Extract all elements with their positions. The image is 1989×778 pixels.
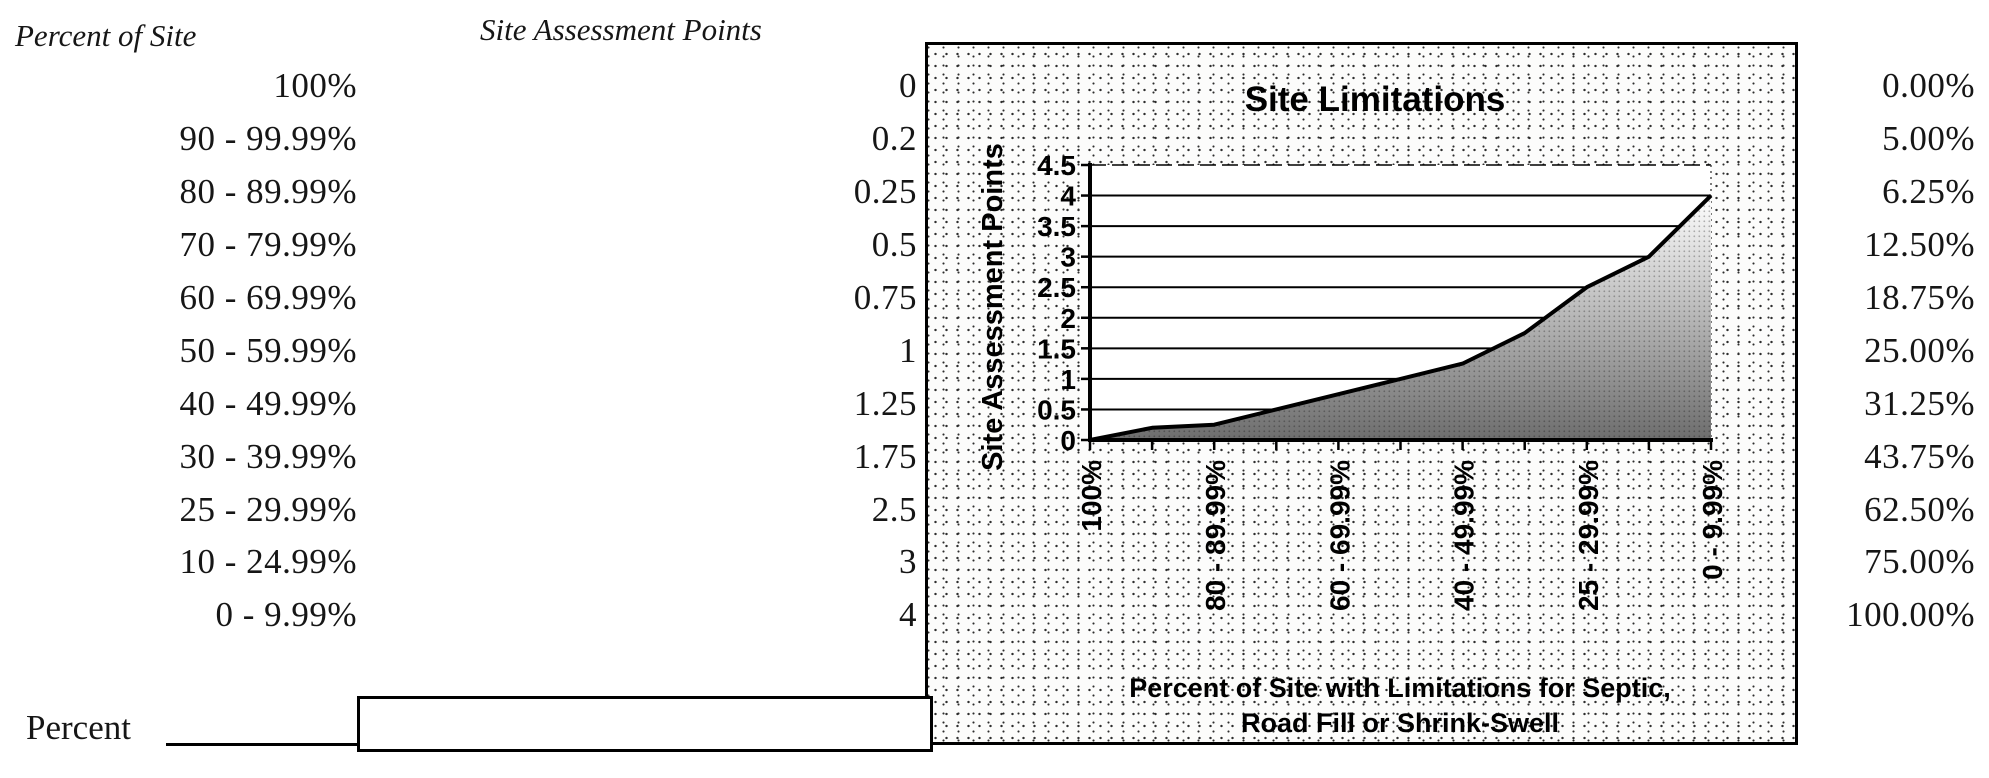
table-row: 10 - 24.99% 3 75.00%: [0, 537, 1989, 590]
y-tick-label: 4.5: [1037, 150, 1076, 181]
chart-title: Site Limitations: [1245, 80, 1506, 119]
assessment-points-cell: 0.75: [853, 278, 917, 318]
computed-percent-cell: 75.00%: [1864, 542, 1975, 582]
site-percent-range-cell: 100%: [273, 66, 357, 106]
x-tick-label: 25 - 29.99%: [1573, 460, 1604, 611]
table-row: 50 - 59.99% 1 25.00%: [0, 325, 1989, 378]
table-row: 100% 0 0.00%: [0, 61, 1989, 114]
y-axis-title: Site Assessment Points: [977, 143, 1009, 471]
series-line: [1089, 194, 1713, 442]
computed-percent-cell: 0.00%: [1882, 66, 1975, 106]
site-percent-range-cell: 90 - 99.99%: [179, 119, 357, 159]
site-percent-range-cell: 80 - 89.99%: [179, 172, 357, 212]
site-percent-range-cell: 40 - 49.99%: [179, 383, 357, 423]
site-percent-range-cell: 10 - 24.99%: [179, 542, 357, 582]
x-tick-label: 40 - 49.99%: [1449, 460, 1480, 611]
computed-percent-cell: 43.75%: [1864, 436, 1975, 476]
percent-input[interactable]: [357, 696, 933, 752]
table-row: 0 - 9.99% 4 100.00%: [0, 590, 1989, 643]
site-percent-range-cell: 25 - 29.99%: [179, 489, 357, 529]
assessment-points-cell: 0: [899, 66, 917, 106]
table-row: 40 - 49.99% 1.25 31.25%: [0, 378, 1989, 431]
computed-percent-cell: 18.75%: [1864, 278, 1975, 318]
percent-field-label: Percent: [26, 708, 131, 747]
lookup-table: 100% 0 0.00% 90 - 99.99% 0.2 5.00% 80 - …: [0, 61, 1989, 643]
assessment-points-cell: 2.5: [871, 489, 917, 529]
chart-canvas: 00.511.522.533.544.5 100% 80 - 89.99% 60 - …: [977, 80, 1728, 738]
x-tick-label: 100%: [1076, 460, 1107, 532]
site-percent-range-cell: 60 - 69.99%: [179, 278, 357, 318]
x-tick-label: 0 - 9.99%: [1697, 460, 1728, 580]
site-percent-range-cell: 70 - 79.99%: [179, 225, 357, 265]
x-axis-title-line2: Road Fill or Shrink-Swell: [1241, 708, 1559, 738]
y-tick-label: 1.5: [1037, 333, 1076, 364]
site-percent-range-cell: 30 - 39.99%: [179, 436, 357, 476]
assessment-points-cell: 0.2: [871, 119, 917, 159]
computed-percent-cell: 100.00%: [1846, 595, 1975, 635]
y-tick-label: 3: [1060, 242, 1076, 273]
y-tick-label: 2: [1060, 303, 1076, 334]
computed-percent-cell: 6.25%: [1882, 172, 1975, 212]
y-tick-label: 1: [1060, 364, 1076, 395]
computed-percent-cell: 25.00%: [1864, 331, 1975, 371]
table-row: 30 - 39.99% 1.75 43.75%: [0, 431, 1989, 484]
assessment-points-cell: 0.25: [853, 172, 917, 212]
x-tick-label: 80 - 89.99%: [1200, 460, 1231, 611]
site-limitations-chart: 0 0.5 1 1.5 2 2.5 3 3.5 4 4.5 100% 80 - 89.99% 60 - …: [925, 42, 1798, 745]
table-row: 70 - 79.99% 0.5 12.50%: [0, 220, 1989, 273]
percent-field-underline: [166, 743, 357, 746]
assessment-points-cell: 1.75: [853, 436, 917, 476]
computed-percent-cell: 62.50%: [1864, 489, 1975, 529]
table-row: 90 - 99.99% 0.2 5.00%: [0, 114, 1989, 167]
assessment-points-cell: 0.5: [871, 225, 917, 265]
y-tick-label: 0.5: [1037, 394, 1076, 425]
x-axis-title-line1: Percent of Site with Limitations for Sep…: [1129, 673, 1671, 703]
assessment-points-cell: 1.25: [853, 383, 917, 423]
computed-percent-cell: 5.00%: [1882, 119, 1975, 159]
site-percent-range-cell: 50 - 59.99%: [179, 331, 357, 371]
table-row: 60 - 69.99% 0.75 18.75%: [0, 273, 1989, 326]
site-percent-range-cell: 0 - 9.99%: [215, 595, 357, 635]
table-row: 80 - 89.99% 0.25 6.25%: [0, 167, 1989, 220]
column-header-site-assessment-points: Site Assessment Points: [480, 12, 762, 47]
y-tick-label: 2.5: [1037, 272, 1076, 303]
table-row: 25 - 29.99% 2.5 62.50%: [0, 484, 1989, 537]
computed-percent-cell: 12.50%: [1864, 225, 1975, 265]
assessment-points-cell: 4: [899, 595, 917, 635]
y-tick-label: 0: [1060, 425, 1076, 456]
y-tick-label: 3.5: [1037, 211, 1076, 242]
y-tick-label: 4: [1060, 181, 1076, 212]
assessment-points-cell: 1: [899, 331, 917, 371]
assessment-points-cell: 3: [899, 542, 917, 582]
area-series-halftone: [1090, 195, 1711, 440]
x-tick-label: 60 - 69.99%: [1324, 460, 1355, 611]
column-header-percent-of-site: Percent of Site: [15, 18, 197, 53]
computed-percent-cell: 31.25%: [1864, 383, 1975, 423]
